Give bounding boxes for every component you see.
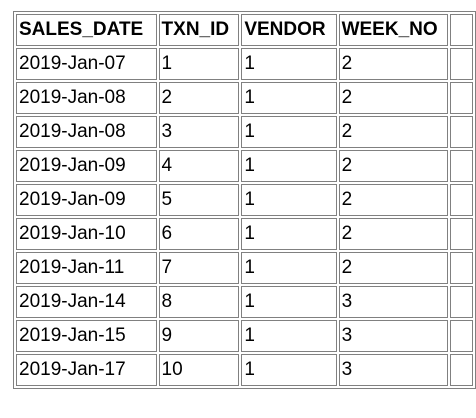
header-row: SALES_DATE TXN_ID VENDOR WEEK_NO (16, 14, 473, 46)
cell-cut-off (449, 116, 473, 148)
cell-cut-off (449, 218, 473, 250)
table-row: 2019-Jan-09 5 1 2 (16, 184, 473, 216)
cell-sales-date: 2019-Jan-07 (16, 48, 157, 80)
table-row: 2019-Jan-14 8 1 3 (16, 286, 473, 318)
cell-txn-id: 6 (158, 218, 240, 250)
cell-txn-id: 10 (158, 354, 240, 386)
cell-cut-off (449, 286, 473, 318)
cell-cut-off (449, 252, 473, 284)
cell-cut-off (449, 320, 473, 352)
cell-txn-id: 8 (158, 286, 240, 318)
cell-vendor: 1 (241, 116, 337, 148)
cell-cut-off (449, 82, 473, 114)
cell-sales-date: 2019-Jan-10 (16, 218, 157, 250)
table-row: 2019-Jan-08 2 1 2 (16, 82, 473, 114)
cell-cut-off (449, 48, 473, 80)
cell-week-no: 3 (338, 320, 448, 352)
sales-table: SALES_DATE TXN_ID VENDOR WEEK_NO 2019-Ja… (13, 11, 476, 389)
table-row: 2019-Jan-17 10 1 3 (16, 354, 473, 386)
cell-week-no: 2 (338, 218, 448, 250)
cell-vendor: 1 (241, 150, 337, 182)
table-row: 2019-Jan-08 3 1 2 (16, 116, 473, 148)
cell-cut-off (449, 354, 473, 386)
cell-week-no: 2 (338, 116, 448, 148)
column-header-vendor: VENDOR (241, 14, 337, 46)
cell-vendor: 1 (241, 252, 337, 284)
cell-week-no: 2 (338, 252, 448, 284)
cell-txn-id: 2 (158, 82, 240, 114)
cell-txn-id: 4 (158, 150, 240, 182)
column-header-txn-id: TXN_ID (158, 14, 240, 46)
cell-sales-date: 2019-Jan-08 (16, 116, 157, 148)
cell-txn-id: 3 (158, 116, 240, 148)
cell-sales-date: 2019-Jan-09 (16, 184, 157, 216)
cell-vendor: 1 (241, 48, 337, 80)
cell-week-no: 2 (338, 48, 448, 80)
cell-vendor: 1 (241, 286, 337, 318)
cell-txn-id: 5 (158, 184, 240, 216)
table-row: 2019-Jan-10 6 1 2 (16, 218, 473, 250)
column-header-cut-off (449, 14, 473, 46)
cell-txn-id: 1 (158, 48, 240, 80)
cell-week-no: 2 (338, 82, 448, 114)
cell-cut-off (449, 150, 473, 182)
cell-week-no: 2 (338, 150, 448, 182)
cell-vendor: 1 (241, 184, 337, 216)
cell-sales-date: 2019-Jan-15 (16, 320, 157, 352)
cell-sales-date: 2019-Jan-14 (16, 286, 157, 318)
cell-week-no: 2 (338, 184, 448, 216)
cell-vendor: 1 (241, 354, 337, 386)
table-row: 2019-Jan-07 1 1 2 (16, 48, 473, 80)
cell-sales-date: 2019-Jan-09 (16, 150, 157, 182)
cell-vendor: 1 (241, 218, 337, 250)
cell-txn-id: 7 (158, 252, 240, 284)
cell-week-no: 3 (338, 354, 448, 386)
cell-sales-date: 2019-Jan-08 (16, 82, 157, 114)
cell-vendor: 1 (241, 82, 337, 114)
column-header-sales-date: SALES_DATE (16, 14, 157, 46)
cell-cut-off (449, 184, 473, 216)
cell-vendor: 1 (241, 320, 337, 352)
table-row: 2019-Jan-09 4 1 2 (16, 150, 473, 182)
column-header-week-no: WEEK_NO (338, 14, 448, 46)
table-row: 2019-Jan-15 9 1 3 (16, 320, 473, 352)
cell-sales-date: 2019-Jan-11 (16, 252, 157, 284)
cell-txn-id: 9 (158, 320, 240, 352)
cell-sales-date: 2019-Jan-17 (16, 354, 157, 386)
cell-week-no: 3 (338, 286, 448, 318)
table-row: 2019-Jan-11 7 1 2 (16, 252, 473, 284)
